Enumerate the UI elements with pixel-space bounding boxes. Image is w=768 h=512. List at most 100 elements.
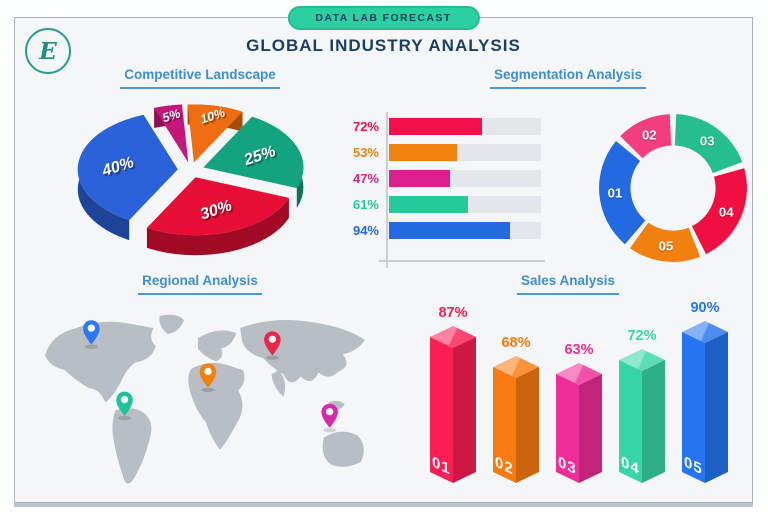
- hbar-row: 53%: [343, 144, 541, 161]
- sales-bar-05[interactable]: 90% 05: [682, 300, 728, 494]
- sales-bar-value-label: 72%: [627, 328, 657, 344]
- world-map-svg: [45, 314, 365, 484]
- donut-segment-label: 02: [642, 127, 657, 142]
- section-heading-regional: Regional Analysis: [15, 272, 385, 295]
- donut-segment-label: 05: [659, 238, 674, 253]
- hbar-value-label: 94%: [352, 223, 379, 238]
- hbar-track: [389, 118, 541, 135]
- segmentation-analysis-link[interactable]: Segmentation Analysis: [489, 67, 647, 89]
- hbar-row: 72%: [343, 118, 541, 135]
- pin-hole: [120, 395, 129, 404]
- page-title: GLOBAL INDUSTRY ANALYSIS: [246, 36, 521, 55]
- map-pin-north-america[interactable]: [83, 320, 100, 349]
- pin-hole: [268, 335, 276, 343]
- sales-bar-04[interactable]: 72% 04: [619, 328, 665, 494]
- sales-bar-chart: 87% 01 68% 02 63% 03 72% 04: [413, 294, 745, 500]
- bar-front-face: 05: [682, 332, 705, 483]
- pin-hole: [204, 367, 212, 376]
- sales-bar-value-label: 63%: [564, 342, 594, 358]
- competitive-pie-chart: 5% 10% 25% 30% 40%: [67, 96, 319, 272]
- donut-segment-label: 04: [719, 204, 734, 219]
- header-badge: DATA LAB FORECAST: [287, 6, 480, 30]
- regional-analysis-link[interactable]: Regional Analysis: [138, 273, 262, 295]
- sales-bar-03[interactable]: 63% 03: [556, 342, 602, 494]
- donut-segment-01[interactable]: [599, 140, 646, 245]
- bar-side-face: [516, 367, 539, 483]
- bar-side-face: [705, 332, 728, 483]
- sales-bar-value-label: 90%: [690, 300, 720, 316]
- hbar-row: 94%: [343, 222, 541, 239]
- pie-3d-svg: 5% 10%25%30%40%: [77, 104, 304, 256]
- pin-shadow: [323, 427, 337, 433]
- continent-south-america: [112, 408, 152, 484]
- brand-logo: E: [25, 28, 71, 74]
- pin-body: [321, 403, 338, 428]
- hbar-fill: [389, 170, 450, 187]
- bar-front-face: 02: [493, 367, 516, 483]
- hbar-track: [389, 222, 541, 239]
- hbar-fill: [389, 222, 511, 239]
- continent-europe: [197, 330, 237, 362]
- hbar-track: [389, 196, 541, 213]
- hbar-fill: [389, 144, 458, 161]
- bar-side-face: [579, 374, 602, 483]
- map-pin-south-america[interactable]: [116, 391, 133, 421]
- sales-analysis-link[interactable]: Sales Analysis: [516, 273, 620, 295]
- map-pin-australia[interactable]: [321, 403, 338, 433]
- continent-australia: [322, 431, 364, 467]
- pin-shadow: [84, 344, 98, 349]
- pin-body: [199, 363, 217, 388]
- hbar-track: [389, 170, 541, 187]
- donut-svg: 03 04 05 01 02: [599, 114, 747, 262]
- section-heading-competitive: Competitive Landscape: [15, 66, 385, 89]
- sales-bar-01[interactable]: 87% 01: [430, 305, 476, 494]
- bar-side-face: [642, 360, 665, 483]
- sales-bar-value-label: 68%: [501, 335, 531, 351]
- pie-slice-label: 5%: [161, 106, 183, 125]
- sales-bar-02[interactable]: 68% 02: [493, 335, 539, 494]
- hbar-row: 61%: [343, 196, 541, 213]
- pin-hole: [326, 408, 334, 416]
- section-heading-sales: Sales Analysis: [383, 272, 753, 295]
- hbar-fill: [389, 118, 483, 135]
- bar-front-face: 03: [556, 374, 579, 483]
- bar-front-face: 04: [619, 360, 642, 483]
- hbar-value-label: 61%: [352, 197, 379, 212]
- pin-shadow: [201, 387, 215, 393]
- hbar-track: [389, 144, 541, 161]
- map-pin-africa[interactable]: [199, 363, 217, 393]
- competitive-landscape-link[interactable]: Competitive Landscape: [120, 67, 280, 89]
- continent-north-america: [45, 321, 156, 403]
- pin-body: [83, 320, 100, 345]
- map-pin-asia[interactable]: [264, 331, 281, 360]
- bar-front-face: 01: [430, 337, 453, 483]
- donut-segment-label: 03: [700, 133, 715, 148]
- donut-segment-label: 01: [608, 186, 623, 201]
- hbar-value-label: 53%: [352, 145, 379, 160]
- y-axis-line: [386, 112, 388, 268]
- pin-body: [264, 331, 281, 356]
- hbar-value-label: 47%: [352, 171, 379, 186]
- hbar-row: 47%: [343, 170, 541, 187]
- sales-bar-value-label: 87%: [438, 305, 468, 321]
- segmentation-bar-chart: 72% 53% 47% 61% 94%: [343, 112, 545, 268]
- continent-india: [271, 370, 286, 397]
- x-axis-line: [379, 260, 545, 262]
- pin-body: [116, 391, 133, 416]
- pin-shadow: [265, 355, 279, 360]
- segmentation-donut-chart: 03 04 05 01 02: [597, 112, 749, 264]
- donut-segment-04[interactable]: [691, 168, 747, 255]
- logo-letter: E: [39, 37, 57, 65]
- section-heading-segmentation: Segmentation Analysis: [383, 66, 753, 89]
- bar-side-face: [453, 337, 476, 483]
- bar-rows: 72% 53% 47% 61% 94%: [343, 118, 541, 239]
- pin-hole: [87, 324, 95, 332]
- continent-africa: [188, 362, 245, 450]
- hbar-value-label: 72%: [352, 119, 379, 134]
- dashboard-card: DATA LAB FORECAST GLOBAL INDUSTRY ANALYS…: [14, 6, 753, 503]
- regional-map: [31, 308, 383, 498]
- donut-segment-05[interactable]: [630, 222, 701, 262]
- continent-asia: [240, 320, 365, 383]
- donut-segment-02[interactable]: [620, 114, 672, 159]
- donut-segment-03[interactable]: [674, 114, 743, 174]
